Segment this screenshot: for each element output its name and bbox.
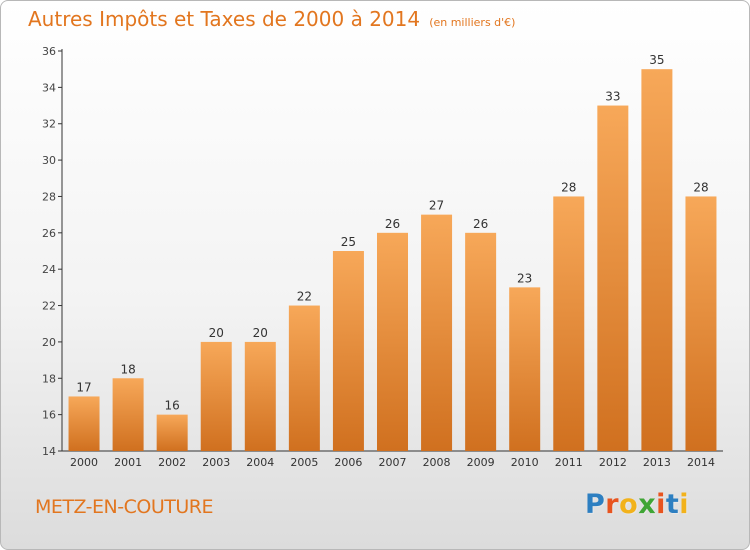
bars: 17 2000 18 2001 16 2002 20 2003 20 2004 22 2005 25 20… <box>68 53 717 469</box>
bar <box>377 232 408 451</box>
bar-value-label: 28 <box>561 180 576 194</box>
bar <box>509 287 541 451</box>
bar-value-label: 25 <box>341 235 356 249</box>
logo-letter: o <box>619 489 639 520</box>
chart-title: Autres Impôts et Taxes de 2000 à 2014 (e… <box>28 7 515 31</box>
bar <box>641 69 673 451</box>
x-tick-label: 2003 <box>202 456 230 469</box>
x-tick-label: 2007 <box>379 456 407 469</box>
bar-value-label: 27 <box>429 199 444 213</box>
y-tick-label: 14 <box>42 445 56 458</box>
x-tick-label: 2014 <box>687 456 715 469</box>
x-tick-label: 2002 <box>158 456 186 469</box>
y-tick-label: 26 <box>42 227 56 240</box>
bar <box>332 251 364 451</box>
x-tick-label: 2012 <box>599 456 627 469</box>
bar <box>685 196 717 451</box>
bar-value-label: 20 <box>209 326 224 340</box>
bar-value-label: 20 <box>253 326 268 340</box>
x-tick-label: 2013 <box>643 456 671 469</box>
x-tick-label: 2010 <box>511 456 539 469</box>
x-tick-label: 2011 <box>555 456 583 469</box>
y-tick-label: 32 <box>42 118 56 131</box>
bar <box>68 396 100 451</box>
x-tick-label: 2000 <box>70 456 98 469</box>
bar-value-label: 28 <box>693 180 708 194</box>
y-tick-label: 18 <box>42 372 56 385</box>
bar <box>112 378 144 451</box>
y-tick-label: 30 <box>42 154 56 167</box>
chart-title-unit: (en milliers d'€) <box>429 16 516 29</box>
logo-letter: t <box>665 489 680 520</box>
logo-letter: P <box>585 489 606 520</box>
logo-letter: i <box>679 489 690 520</box>
bar-value-label: 17 <box>76 380 91 394</box>
x-tick-label: 2004 <box>246 456 274 469</box>
bar <box>421 214 453 451</box>
bar <box>597 105 629 451</box>
bar-value-label: 22 <box>297 290 312 304</box>
bar <box>288 305 320 451</box>
logo-letter: r <box>605 489 620 520</box>
bar <box>200 341 232 451</box>
y-tick-label: 36 <box>42 45 56 58</box>
bar-value-label: 33 <box>605 90 620 104</box>
x-tick-label: 2008 <box>423 456 451 469</box>
bar-value-label: 18 <box>120 362 135 376</box>
axes: 14 16 18 20 22 24 26 28 30 32 34 36 <box>42 45 723 458</box>
y-tick-label: 16 <box>42 409 56 422</box>
bar <box>244 341 276 451</box>
chart-title-main: Autres Impôts et Taxes de 2000 à 2014 <box>28 7 421 31</box>
x-tick-label: 2006 <box>334 456 362 469</box>
bar-value-label: 16 <box>165 399 180 413</box>
y-tick-label: 34 <box>42 81 56 94</box>
proxiti-logo: Proxiti <box>585 489 689 520</box>
bar <box>553 196 585 451</box>
bar-value-label: 35 <box>649 53 664 67</box>
y-tick-label: 20 <box>42 336 56 349</box>
bar-value-label: 26 <box>385 217 400 231</box>
logo-letter: i <box>656 489 666 520</box>
y-tick-label: 22 <box>42 300 56 313</box>
y-tick-label: 24 <box>42 263 56 276</box>
bar <box>156 414 188 451</box>
bar <box>465 232 497 451</box>
logo-letter: x <box>638 489 657 520</box>
x-tick-label: 2009 <box>467 456 495 469</box>
x-tick-label: 2001 <box>114 456 142 469</box>
y-tick-label: 28 <box>42 190 56 203</box>
bar-value-label: 26 <box>473 217 488 231</box>
bar-value-label: 23 <box>517 271 532 285</box>
x-tick-label: 2005 <box>290 456 318 469</box>
commune-name: METZ-EN-COUTURE <box>35 496 213 518</box>
